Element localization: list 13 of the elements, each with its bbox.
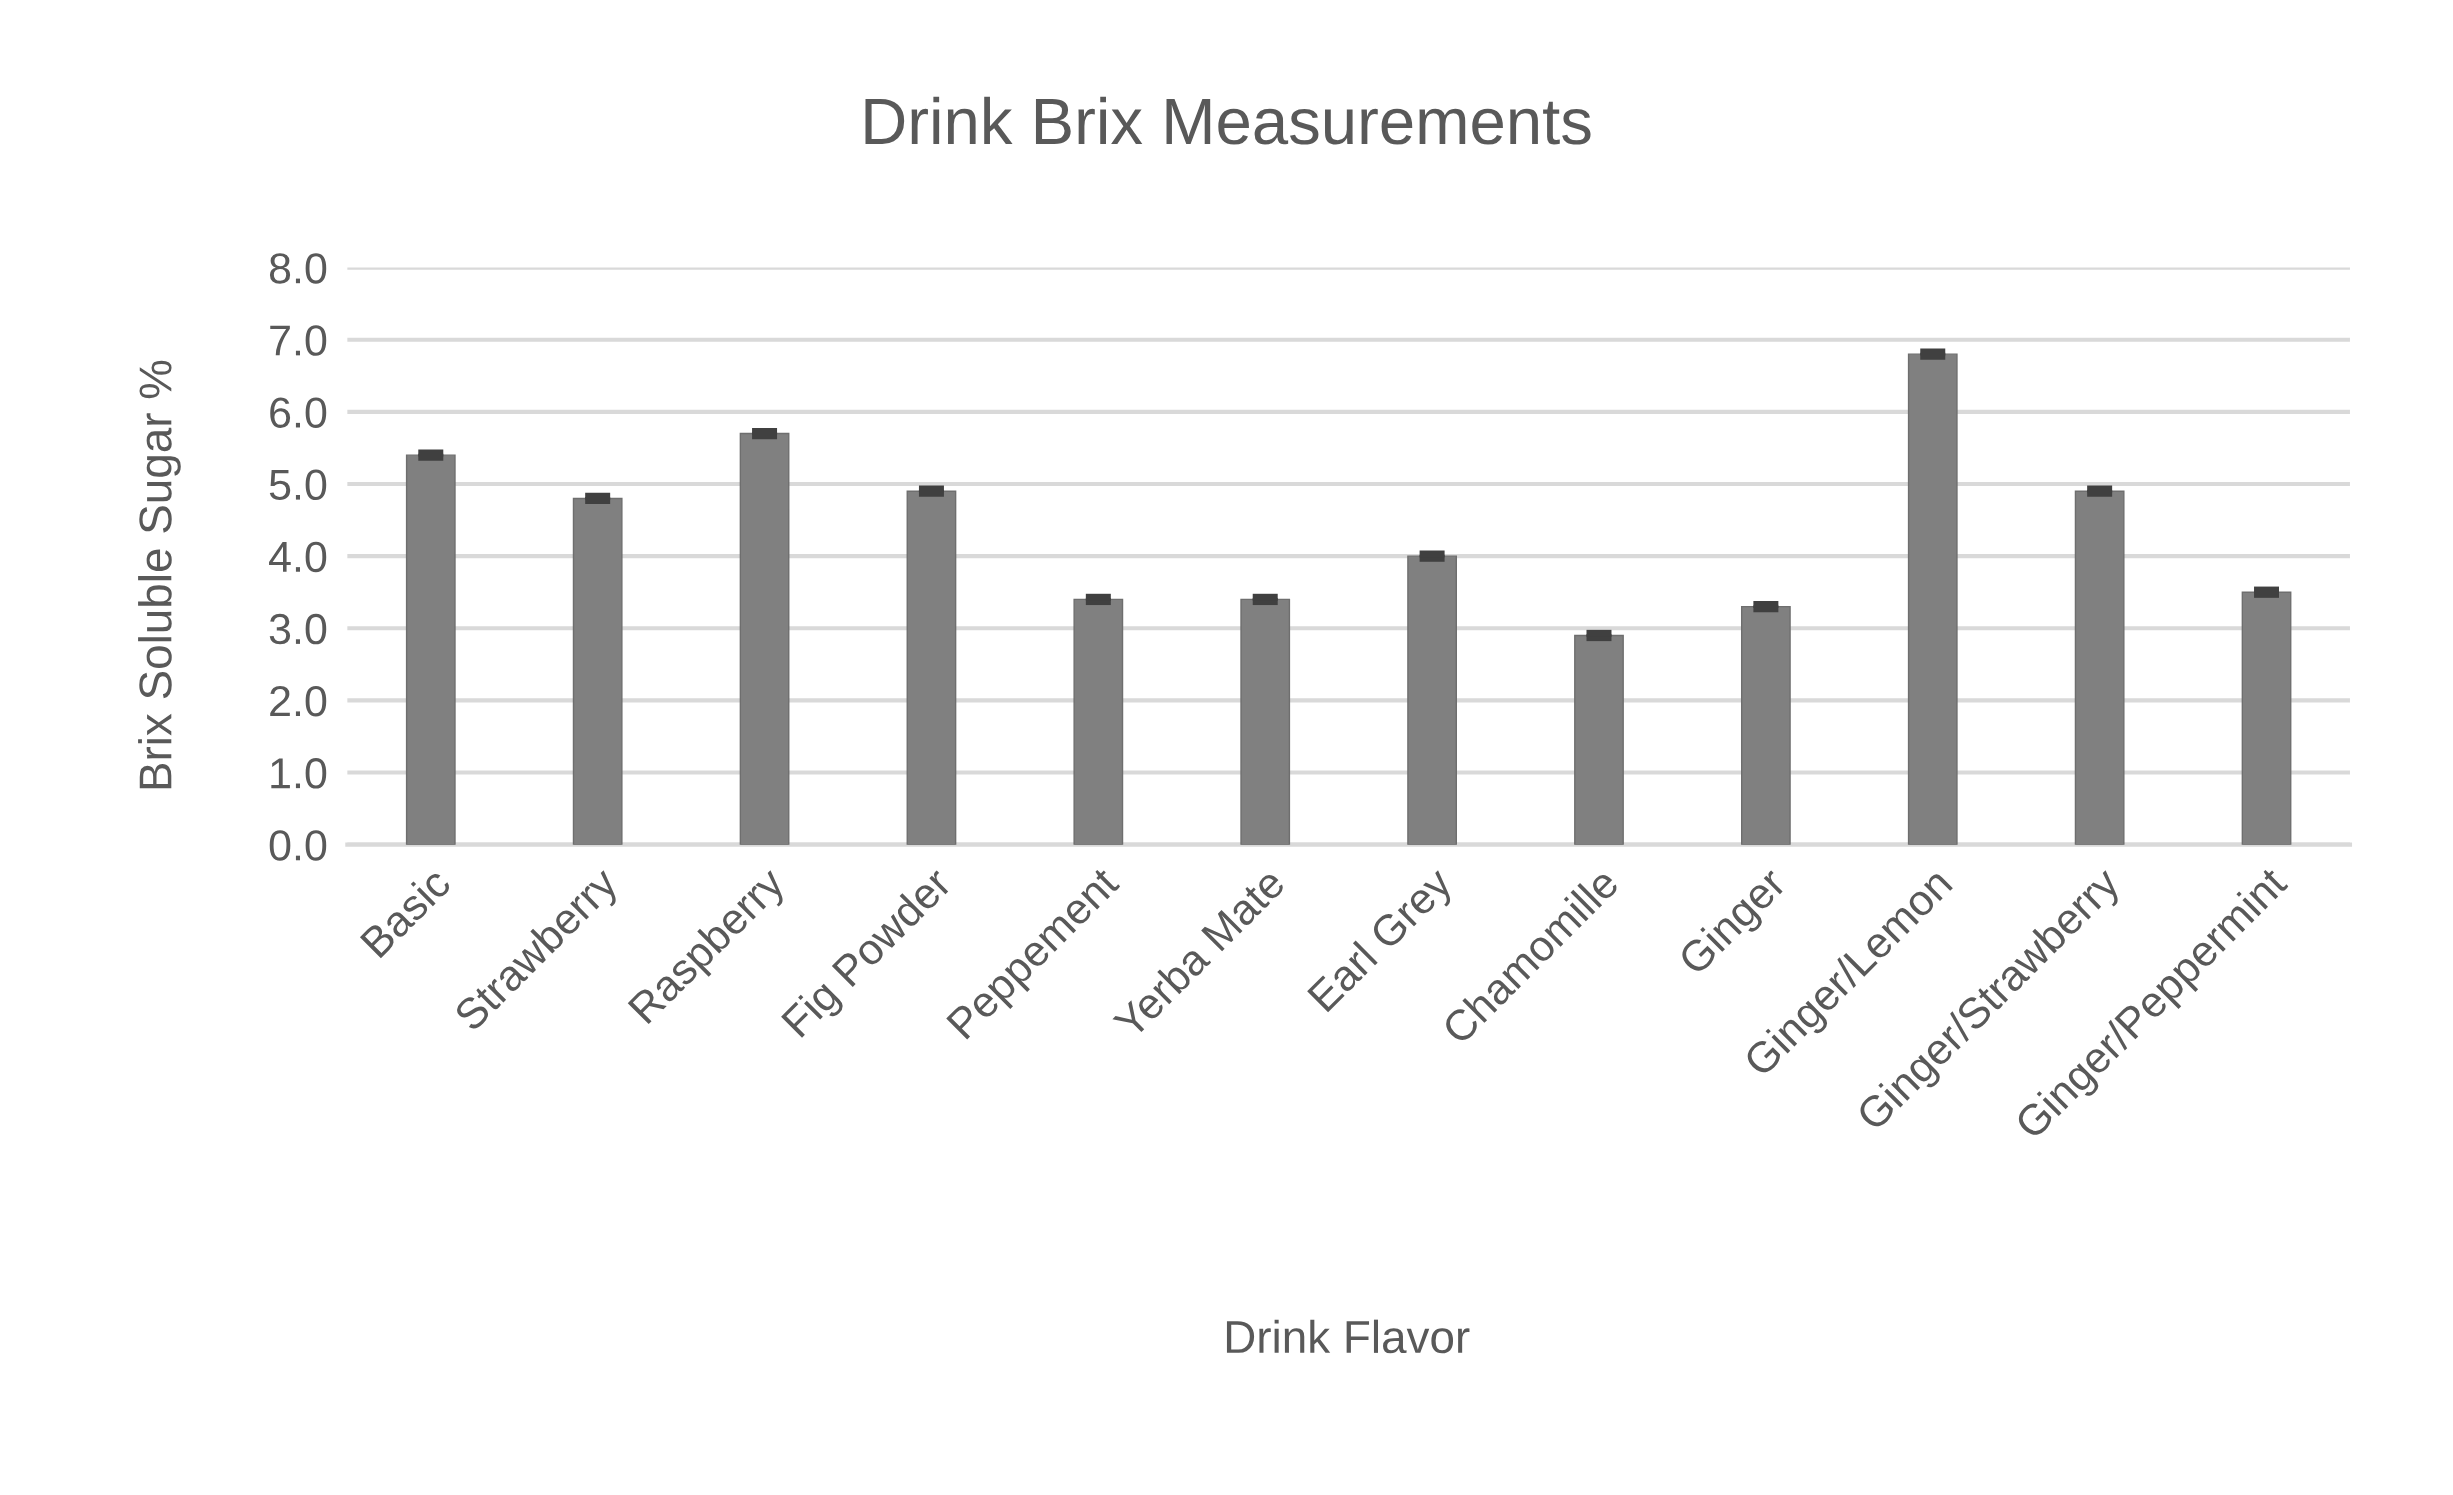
- x-axis-title: Drink Flavor: [1226, 1319, 1470, 1354]
- y-tick-label: 4.0: [269, 541, 327, 573]
- y-tick-label: 8.0: [269, 253, 327, 284]
- bar: [2241, 591, 2292, 845]
- y-tick-label: 7.0: [270, 325, 327, 356]
- y-tick-label: 2.0: [270, 685, 327, 717]
- y-axis-title: Brix Soluble Sugar %: [138, 360, 181, 789]
- y-tick-label: 6.0: [270, 397, 327, 428]
- y-tick-label: 5.0: [269, 469, 327, 501]
- y-tick-label: 3.0: [269, 613, 327, 645]
- y-tick-label: 1.0: [271, 758, 327, 789]
- chart-title: Drink Brix Measurements: [865, 96, 1591, 145]
- y-tick-label: 0.0: [269, 830, 327, 861]
